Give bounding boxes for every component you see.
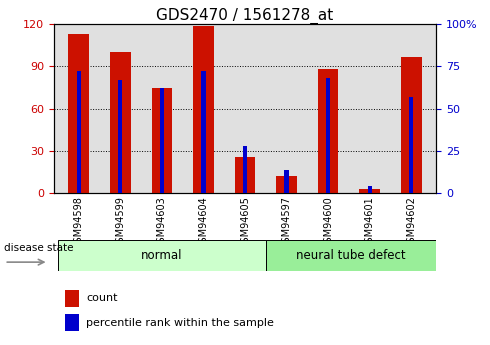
Text: neural tube defect: neural tube defect — [296, 249, 406, 262]
Bar — [326, 78, 330, 193]
Text: percentile rank within the sample: percentile rank within the sample — [86, 318, 274, 327]
FancyBboxPatch shape — [266, 240, 436, 271]
Bar — [193, 26, 214, 193]
Bar — [77, 71, 81, 193]
Bar — [285, 169, 289, 193]
Bar — [235, 157, 255, 193]
Title: GDS2470 / 1561278_at: GDS2470 / 1561278_at — [156, 8, 334, 24]
Bar — [276, 176, 297, 193]
Bar — [201, 71, 205, 193]
Bar — [65, 290, 79, 307]
Bar — [243, 146, 247, 193]
Text: disease state: disease state — [4, 244, 74, 254]
Bar — [160, 88, 164, 193]
Bar — [118, 80, 122, 193]
Text: count: count — [86, 294, 118, 303]
Bar — [409, 97, 413, 193]
Bar — [368, 186, 372, 193]
Text: normal: normal — [141, 249, 183, 262]
Bar — [110, 52, 131, 193]
Bar — [151, 88, 172, 193]
Bar — [318, 69, 339, 193]
Bar — [69, 34, 89, 193]
FancyBboxPatch shape — [58, 240, 266, 271]
Bar — [65, 314, 79, 331]
Bar — [401, 57, 421, 193]
Bar — [359, 189, 380, 193]
